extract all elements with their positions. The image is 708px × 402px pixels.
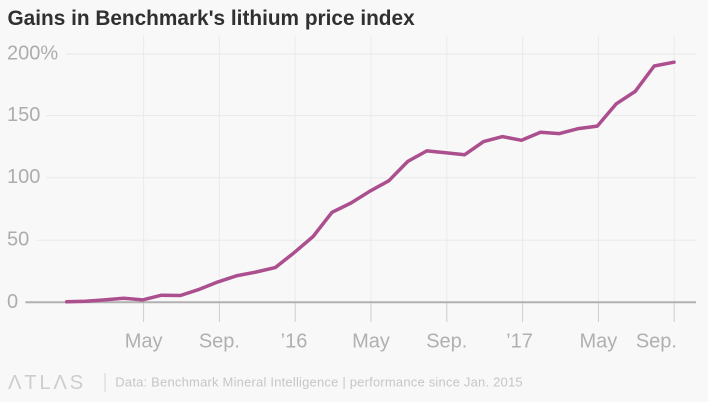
svg-text:May: May (580, 331, 618, 353)
svg-text:Sep.: Sep. (199, 331, 240, 353)
svg-text:Gains in Benchmark's lithium p: Gains in Benchmark's lithium price index (8, 7, 416, 30)
svg-text:Data: Benchmark Mineral Intell: Data: Benchmark Mineral Intelligence | p… (115, 375, 523, 390)
svg-text:0: 0 (7, 291, 18, 313)
svg-text:ΛTLΛS: ΛTLΛS (8, 372, 86, 394)
svg-text:Sep.: Sep. (636, 331, 677, 353)
svg-text:Sep.: Sep. (426, 331, 467, 353)
svg-text:May: May (125, 331, 163, 353)
svg-text:’17: ’17 (506, 331, 533, 353)
svg-text:150: 150 (7, 104, 40, 126)
svg-text:May: May (352, 331, 390, 353)
svg-text:50: 50 (7, 229, 29, 251)
svg-text:200%: 200% (7, 43, 58, 65)
svg-text:’16: ’16 (281, 331, 308, 353)
svg-text:100: 100 (7, 166, 40, 188)
